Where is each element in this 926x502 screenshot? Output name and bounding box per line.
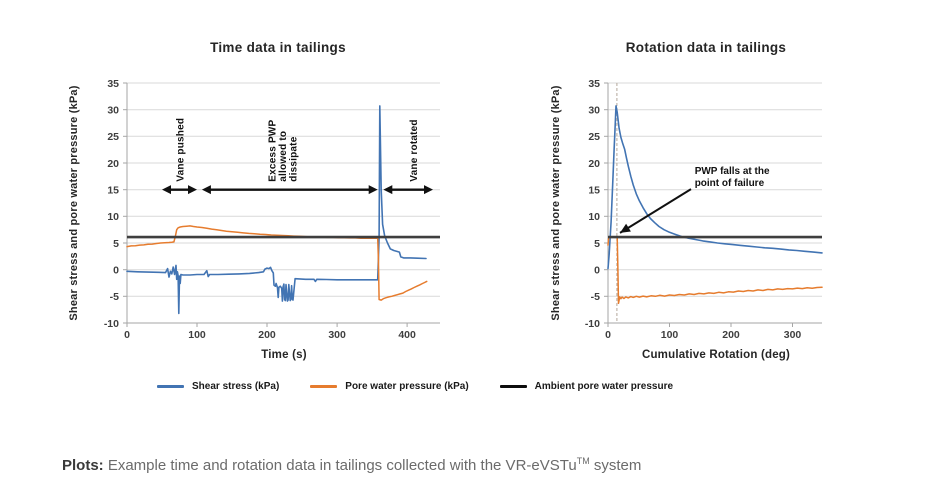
shear-stress-line-swatch [157,385,184,388]
y-tick-label: 5 [594,238,600,250]
arrowhead [424,185,433,195]
x-tick-label: 0 [124,329,130,341]
legend-label: Ambient pore water pressure [534,381,674,392]
svg-text:Vane rotated: Vane rotated [409,119,420,181]
phase-arrow-vane-pushed: Vane pushed [162,118,197,195]
phase-label: Vane pushed [176,118,187,182]
y-tick-label: 35 [588,78,600,90]
y-tick-label: 15 [588,185,600,197]
right-x-axis-label: Cumulative Rotation (deg) [641,349,791,361]
svg-text:Excess PWP: Excess PWP [267,120,278,182]
phase-label: Vane rotated [409,119,420,181]
x-tick-label: 200 [722,329,740,341]
y-tick-label: -10 [585,318,600,330]
y-tick-label: 30 [107,105,119,117]
arrowhead [201,185,211,195]
legend-label: Shear stress (kPa) [192,381,280,392]
arrowhead [368,185,378,195]
x-tick-label: 100 [188,329,206,341]
arrowhead [188,185,197,195]
pore-water-pressure-kpa-line [126,225,428,301]
caption-body: Example time and rotation data in tailin… [103,457,577,474]
y-tick-label: 30 [588,105,600,117]
right-y-axis-label: Shear stress and pore water pressure (kP… [550,85,562,321]
x-tick-label: 100 [661,329,679,341]
y-tick-label: 25 [588,131,600,143]
time-chart: 35 30 25 20 15 10 5 0 -5 -10 0 100 200 300 400 Vane pus… [104,78,440,341]
y-tick-label: 20 [588,158,600,170]
caption-trademark: TM [576,456,590,466]
svg-text:PWP falls at the: PWP falls at the [695,166,770,177]
left-y-axis-label: Shear stress and pore water pressure (kP… [68,85,80,321]
pore-water-pressure-line-swatch [310,385,338,388]
right-chart-title: Rotation data in tailings [625,40,787,55]
figure-caption: Plots: Example time and rotation data in… [62,456,641,474]
caption-prefix: Plots: [62,457,104,474]
y-tick-label: 10 [588,211,600,223]
legend-label: Pore water pressure (kPa) [345,381,469,392]
legend: Shear stress (kPa) Pore water pressure (… [157,381,704,392]
svg-text:Vane pushed: Vane pushed [176,118,187,182]
y-tick-label: 15 [107,185,119,197]
arrowhead [620,223,631,233]
y-tick-label: 35 [107,78,119,90]
pore-water-pressure-kpa-line [607,235,823,305]
x-tick-label: 300 [328,329,346,341]
y-tick-label: 10 [107,211,119,223]
y-tick-label: 5 [113,238,119,250]
y-tick-label: 20 [107,158,119,170]
phase-arrow-excess-pwp-allowed-to-dissipate: Excess PWP allowed to dissipate [201,120,378,195]
arrowhead [162,185,171,195]
x-tick-label: 400 [398,329,416,341]
y-tick-label: -5 [110,291,119,303]
rotation-chart: 35 30 25 20 15 10 5 0 -5 -10 0 100 200 300 PWP falls a… [585,78,823,341]
caption-suffix: system [589,457,642,474]
x-tick-label: 0 [605,329,611,341]
left-x-axis-label: Time (s) [261,349,307,361]
y-tick-label: 0 [113,265,119,277]
legend-item-shear-stress: Shear stress (kPa) [157,381,279,392]
y-tick-label: -5 [591,291,600,303]
y-tick-label: -10 [104,318,119,330]
x-tick-label: 300 [784,329,802,341]
shear-stress-kpa-line [126,105,427,315]
left-chart-title: Time data in tailings [210,40,346,55]
phase-arrow-vane-rotated: Vane rotated [383,119,433,195]
y-tick-label: 25 [107,131,119,143]
arrowhead [383,185,393,195]
legend-item-pore-water-pressure: Pore water pressure (kPa) [310,381,469,392]
phase-label: Excess PWP allowed to dissipate [267,120,299,182]
svg-text:dissipate: dissipate [288,136,299,181]
y-tick-label: 0 [594,265,600,277]
legend-item-ambient: Ambient pore water pressure [499,381,674,392]
x-tick-label: 200 [258,329,276,341]
svg-text:point of failure: point of failure [695,178,765,189]
shear-stress-kpa-line [607,105,823,270]
svg-text:allowed to: allowed to [278,131,289,182]
ambient-line-swatch [499,385,527,388]
